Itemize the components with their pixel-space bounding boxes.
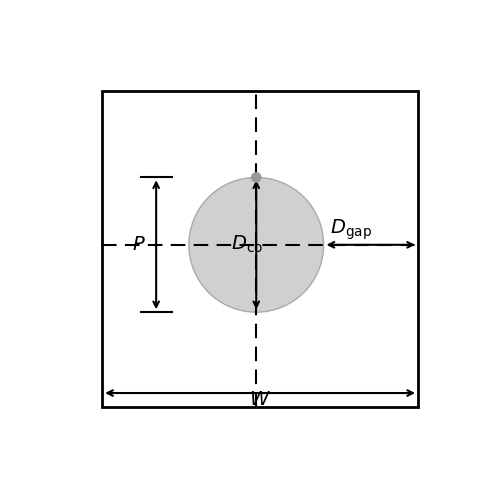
- Text: $P$: $P$: [132, 236, 145, 255]
- Text: $D_{\mathrm{gap}}$: $D_{\mathrm{gap}}$: [330, 218, 372, 242]
- Text: $W$: $W$: [249, 390, 271, 409]
- Circle shape: [252, 173, 261, 182]
- Circle shape: [189, 178, 324, 312]
- Bar: [102, 91, 418, 406]
- Text: $D_{\mathrm{co}}$: $D_{\mathrm{co}}$: [230, 234, 262, 256]
